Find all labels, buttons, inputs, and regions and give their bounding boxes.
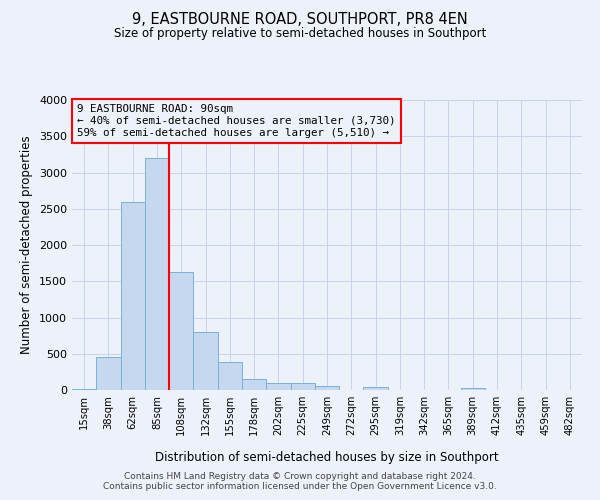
Text: Contains public sector information licensed under the Open Government Licence v3: Contains public sector information licen… [103,482,497,491]
Text: Distribution of semi-detached houses by size in Southport: Distribution of semi-detached houses by … [155,451,499,464]
Bar [72,388,96,390]
Bar [242,379,266,390]
Text: Size of property relative to semi-detached houses in Southport: Size of property relative to semi-detach… [114,28,486,40]
Bar [364,387,388,390]
Text: Contains HM Land Registry data © Crown copyright and database right 2024.: Contains HM Land Registry data © Crown c… [124,472,476,481]
Bar [290,384,315,390]
Bar [315,386,339,390]
Bar [461,388,485,390]
Text: 9 EASTBOURNE ROAD: 90sqm
← 40% of semi-detached houses are smaller (3,730)
59% o: 9 EASTBOURNE ROAD: 90sqm ← 40% of semi-d… [77,104,395,138]
Bar [169,272,193,390]
Bar [96,358,121,390]
Bar [266,384,290,390]
Bar [193,332,218,390]
Y-axis label: Number of semi-detached properties: Number of semi-detached properties [20,136,34,354]
Bar [121,202,145,390]
Text: 9, EASTBOURNE ROAD, SOUTHPORT, PR8 4EN: 9, EASTBOURNE ROAD, SOUTHPORT, PR8 4EN [132,12,468,28]
Bar [145,158,169,390]
Bar [218,362,242,390]
